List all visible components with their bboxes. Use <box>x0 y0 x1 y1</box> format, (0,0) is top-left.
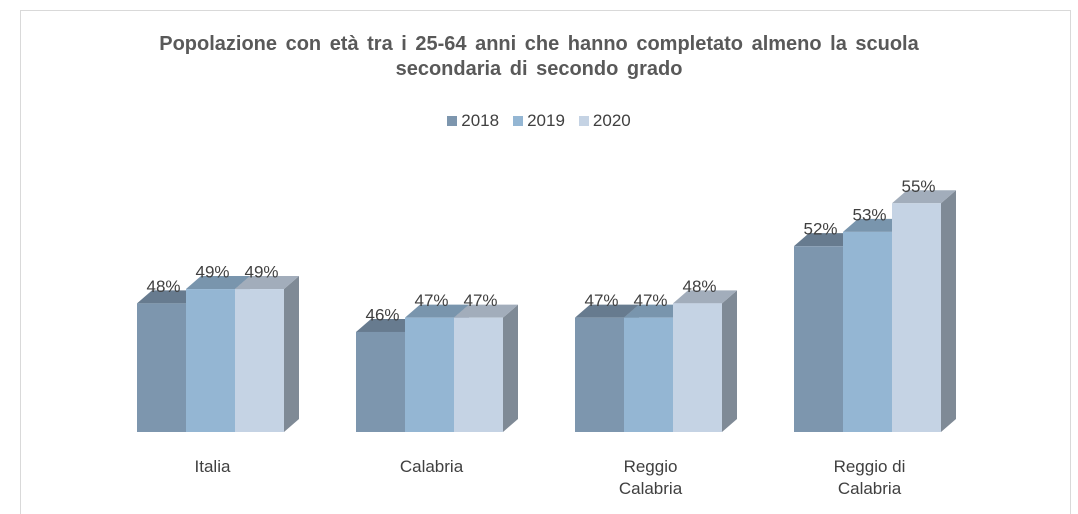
bar-front <box>843 231 892 432</box>
bar-front <box>673 303 722 432</box>
bar-front <box>454 317 503 432</box>
bar-front <box>356 331 405 432</box>
data-label: 52% <box>803 220 837 239</box>
data-label: 49% <box>195 263 229 282</box>
bar-top <box>575 304 639 318</box>
legend-item: 2020 <box>578 111 631 131</box>
bar-top <box>235 276 299 290</box>
bar-side <box>284 276 299 432</box>
bar-top <box>405 304 469 318</box>
bar-side <box>941 190 956 432</box>
bar-front <box>137 303 186 432</box>
bar-top <box>624 304 688 318</box>
bar-top <box>892 190 956 204</box>
x-tick-label: Reggio Calabria <box>618 457 683 498</box>
chart-frame <box>20 10 1071 514</box>
data-label: 47% <box>463 291 497 310</box>
bar-top <box>454 304 518 318</box>
bar-front <box>405 317 454 432</box>
legend-swatch <box>578 116 589 126</box>
bar-top <box>673 290 737 304</box>
bar <box>235 276 299 432</box>
bar <box>454 304 518 432</box>
legend-swatch <box>447 116 458 126</box>
data-label: 55% <box>901 177 935 196</box>
data-label: 46% <box>365 305 399 324</box>
x-tick-label: Italia <box>194 457 231 476</box>
chart-title: Popolazione con età tra i 25-64 anni che… <box>159 33 919 80</box>
legend-label: 2020 <box>592 111 631 130</box>
bar-front <box>235 289 284 432</box>
bar-front <box>186 289 235 432</box>
bar <box>673 290 737 432</box>
bar-top <box>843 218 907 232</box>
legend-label: 2018 <box>461 111 500 130</box>
data-label: 48% <box>146 277 180 296</box>
data-label: 53% <box>852 205 886 224</box>
bar <box>892 190 956 432</box>
bar-top <box>186 276 250 290</box>
data-label: 48% <box>682 277 716 296</box>
data-label: 47% <box>584 291 618 310</box>
bar-front <box>794 246 843 432</box>
bar-front <box>575 317 624 432</box>
legend-item: 2019 <box>513 111 565 131</box>
data-label: 49% <box>244 263 278 282</box>
legend-swatch <box>513 116 524 126</box>
legend-item: 2018 <box>447 111 499 131</box>
x-tick-label: Reggio di Calabria <box>833 457 906 498</box>
bar-top <box>137 290 201 304</box>
legend-label: 2019 <box>527 111 565 130</box>
bar-side <box>503 304 518 432</box>
data-label: 47% <box>633 291 667 310</box>
bar-front <box>892 203 941 432</box>
data-label: 47% <box>414 291 448 310</box>
bar-top <box>794 233 858 247</box>
bar-top <box>356 318 420 332</box>
x-tick-label: Calabria <box>399 457 464 476</box>
legend: 2018 2019 2020 <box>0 111 1078 131</box>
bar-side <box>722 290 737 432</box>
bar-front <box>624 317 673 432</box>
